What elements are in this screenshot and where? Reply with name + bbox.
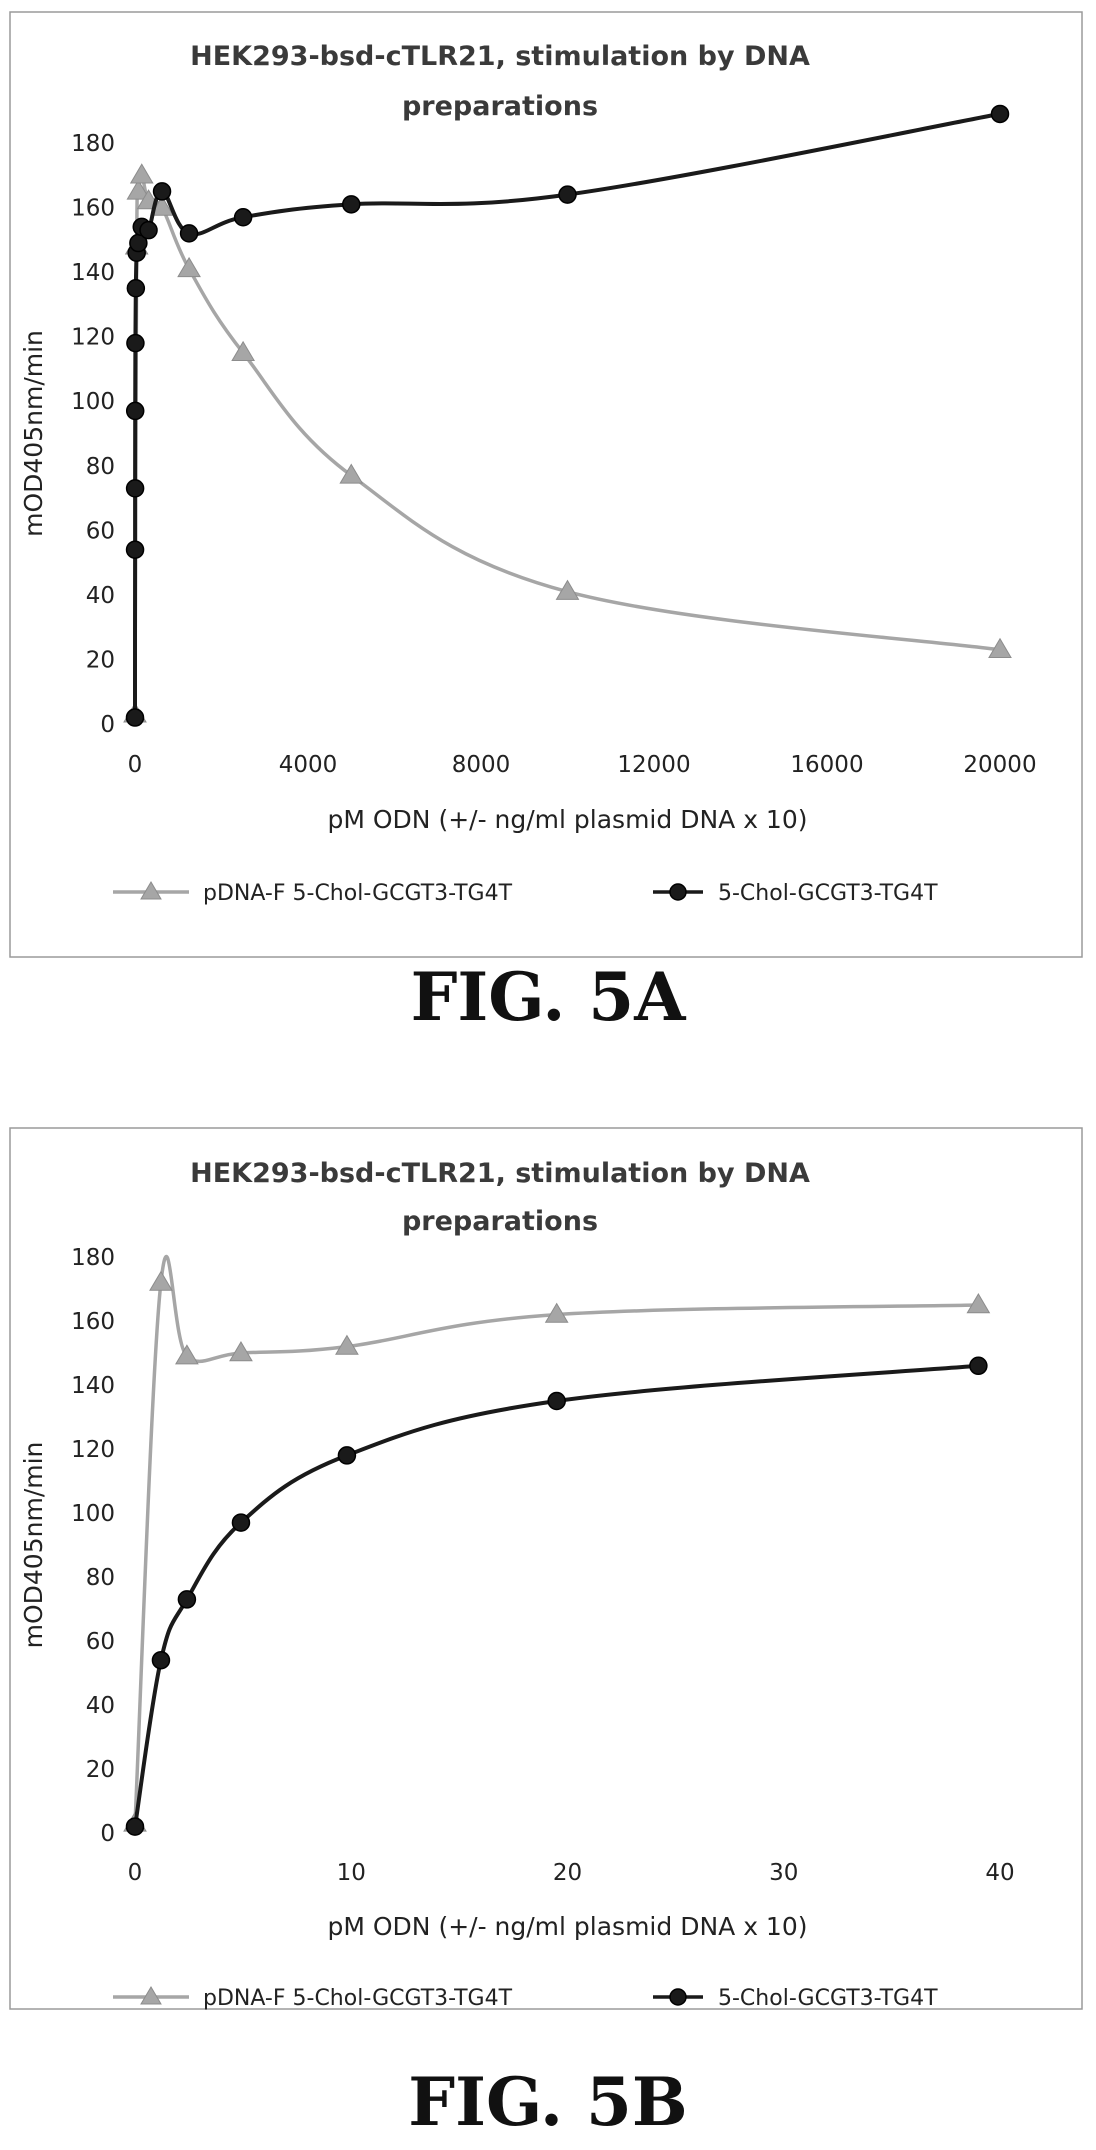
data-point <box>990 104 1010 124</box>
data-point <box>231 1513 251 1532</box>
series-line <box>133 111 1001 718</box>
data-point <box>179 224 199 243</box>
x-tick-label: 10 <box>337 1860 366 1886</box>
data-point <box>558 185 577 204</box>
data-point <box>126 333 145 353</box>
legend-entry: 5-Chol-GCGT3-TG4T <box>653 1986 938 2011</box>
data-point <box>335 1334 359 1355</box>
x-tick-label: 40 <box>985 1860 1014 1886</box>
y-axis-label: mOD405nm/min <box>19 1442 48 1649</box>
data-point <box>125 1817 145 1836</box>
y-tick-label: 60 <box>86 1629 115 1655</box>
data-point <box>233 207 253 227</box>
y-tick-label: 60 <box>86 518 115 544</box>
x-tick-label: 0 <box>128 1860 143 1886</box>
series-pdna-f <box>123 163 1012 723</box>
data-point <box>175 1344 199 1365</box>
series-line <box>133 1363 979 1827</box>
y-tick-label: 160 <box>71 196 115 222</box>
figure-label: FIG. 5B <box>408 2063 687 2141</box>
y-tick-label: 140 <box>71 1373 115 1399</box>
legend-marker <box>140 881 162 900</box>
data-point <box>125 479 145 498</box>
x-tick-label: 0 <box>128 752 143 778</box>
data-point <box>231 340 255 362</box>
legend-label: 5-Chol-GCGT3-TG4T <box>718 881 938 906</box>
y-tick-label: 160 <box>71 1309 115 1335</box>
data-point <box>544 1302 569 1323</box>
data-point <box>125 708 145 727</box>
y-tick-label: 100 <box>71 1501 115 1527</box>
data-point <box>229 1341 253 1362</box>
data-point <box>125 540 145 559</box>
x-tick-label: 20000 <box>963 752 1036 778</box>
data-point <box>129 163 154 184</box>
x-tick-label: 16000 <box>790 752 863 778</box>
y-tick-label: 80 <box>86 454 115 480</box>
x-tick-label: 20 <box>553 1860 582 1886</box>
legend-entry: 5-Chol-GCGT3-TG4T <box>653 881 938 906</box>
chart-fig-5a: HEK293-bsd-cTLR21, stimulation by DNA pre… <box>9 11 1083 1036</box>
y-tick-label: 100 <box>71 389 115 415</box>
chart-frame <box>9 11 1083 958</box>
data-point <box>125 401 145 421</box>
y-tick-label: 40 <box>86 1693 115 1719</box>
y-tick-label: 0 <box>100 1821 115 1847</box>
y-tick-label: 0 <box>100 712 115 738</box>
series-line <box>133 1255 979 1824</box>
y-axis-label: mOD405nm/min <box>19 330 48 537</box>
y-tick-label: 180 <box>71 1245 115 1271</box>
data-point <box>126 179 151 200</box>
x-tick-label: 4000 <box>279 752 338 778</box>
y-tick-label: 40 <box>86 583 115 609</box>
data-point <box>177 256 201 278</box>
data-point <box>969 1356 988 1376</box>
data-point <box>342 195 361 214</box>
series-line <box>133 173 1001 715</box>
data-point <box>337 1446 357 1465</box>
data-point <box>555 579 580 600</box>
chart-title-line: preparations <box>402 1206 598 1237</box>
y-tick-label: 140 <box>71 260 115 286</box>
legend-entry: pDNA-F 5-Chol-GCGT3-TG4T <box>113 1986 513 2011</box>
legend-marker <box>140 1986 162 2005</box>
legend-marker <box>669 1988 687 2006</box>
data-point <box>151 1650 171 1670</box>
data-point <box>177 1590 197 1609</box>
series-chol-gcgt3 <box>125 1356 988 1836</box>
data-point <box>966 1293 991 1314</box>
legend-label: pDNA-F 5-Chol-GCGT3-TG4T <box>203 881 513 906</box>
data-point <box>339 463 364 484</box>
data-point <box>149 1270 173 1291</box>
legend-marker <box>669 883 687 901</box>
chart-title-line: HEK293-bsd-cTLR21, stimulation by DNA <box>190 1158 810 1189</box>
data-point <box>547 1391 566 1411</box>
chart-title-line: preparations <box>402 91 598 122</box>
x-tick-label: 8000 <box>452 752 511 778</box>
legend-label: pDNA-F 5-Chol-GCGT3-TG4T <box>203 1986 513 2011</box>
legend-entry: pDNA-F 5-Chol-GCGT3-TG4T <box>113 881 513 906</box>
data-point <box>126 279 146 298</box>
chart-frame <box>9 1127 1083 2010</box>
data-point <box>139 220 158 240</box>
chart-fig-5b: HEK293-bsd-cTLR21, stimulation by DNA pre… <box>9 1127 1083 2141</box>
data-point <box>988 637 1012 658</box>
chart-title-line: HEK293-bsd-cTLR21, stimulation by DNA <box>190 41 810 72</box>
x-axis-label: pM ODN (+/- ng/ml plasmid DNA x 10) <box>327 1912 807 1941</box>
x-tick-label: 12000 <box>617 752 690 778</box>
series-chol-gcgt3 <box>125 104 1010 727</box>
y-tick-label: 120 <box>71 1437 115 1463</box>
legend-label: 5-Chol-GCGT3-TG4T <box>718 1986 938 2011</box>
figure-label: FIG. 5A <box>411 958 687 1036</box>
series-pdna-f <box>123 1255 991 1832</box>
y-tick-label: 20 <box>86 1757 115 1783</box>
y-tick-label: 80 <box>86 1565 115 1591</box>
y-tick-label: 20 <box>86 647 115 673</box>
data-point <box>152 182 172 201</box>
y-tick-label: 180 <box>71 131 115 157</box>
x-tick-label: 30 <box>769 1860 798 1886</box>
x-axis-label: pM ODN (+/- ng/ml plasmid DNA x 10) <box>327 805 807 834</box>
y-tick-label: 120 <box>71 325 115 351</box>
